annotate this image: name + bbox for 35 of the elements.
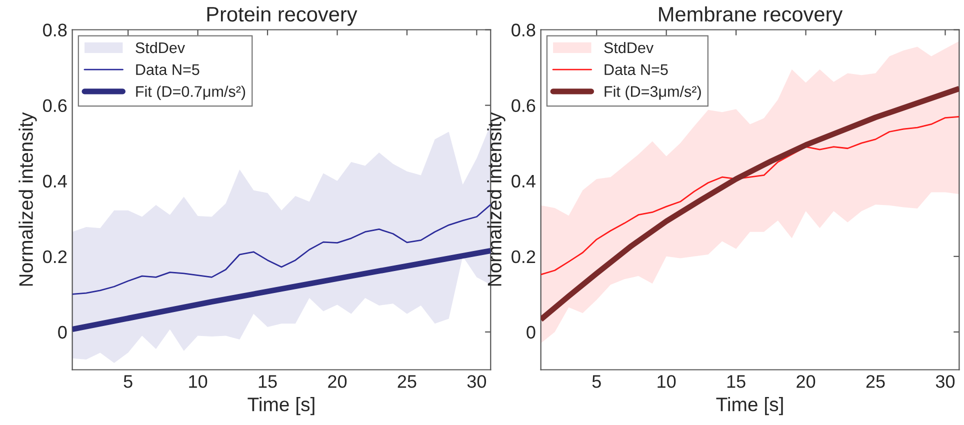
x-axis-title: Time [s] [716, 397, 783, 416]
y-tick-label: 0.6 [43, 99, 67, 112]
y-axis-title: Normalized intensity [487, 112, 506, 286]
x-tick-label: 15 [258, 375, 277, 388]
x-tick-label: 30 [936, 375, 955, 388]
y-tick-label: 0.8 [512, 24, 536, 36]
annotation: StdDev [604, 42, 654, 54]
y-axis-title: Normalized intensity [18, 112, 37, 286]
x-tick-label: 10 [658, 375, 676, 388]
y-tick-label: 0.8 [43, 24, 67, 36]
y-tick-label: 0.6 [512, 99, 536, 112]
y-tick-label: 0.2 [43, 250, 67, 264]
x-tick-label: 5 [124, 375, 132, 388]
chart-title: Membrane recovery [659, 6, 843, 26]
chart-title: Protein recovery [207, 6, 358, 26]
x-tick-label: 25 [866, 375, 885, 388]
y-tick-label: 0.4 [512, 174, 536, 188]
y-tick-label: 0 [526, 326, 536, 339]
x-tick-label: 5 [592, 375, 601, 388]
x-tick-label: 20 [328, 375, 347, 388]
legend-label: Fit (D=0.7μm/s²) [136, 86, 246, 100]
y-tick-label: 0.4 [43, 174, 67, 188]
legend-label: Fit (D=3μm/s²) [604, 86, 701, 100]
line-series [540, 116, 960, 276]
x-tick-label: 15 [727, 375, 746, 388]
x-tick-label: 10 [189, 375, 208, 388]
x-tick-label: 25 [398, 375, 416, 388]
x-tick-label: 30 [467, 375, 486, 388]
y-tick-label: 0.2 [512, 250, 536, 264]
annotation: StdDev [136, 42, 185, 54]
x-axis-title: Time [s] [248, 397, 314, 416]
legend-label: Data N=5 [604, 64, 668, 76]
x-tick-label: 20 [796, 375, 816, 388]
legend-label: Data N=5 [136, 64, 200, 76]
y-tick-label: 0 [58, 326, 67, 339]
